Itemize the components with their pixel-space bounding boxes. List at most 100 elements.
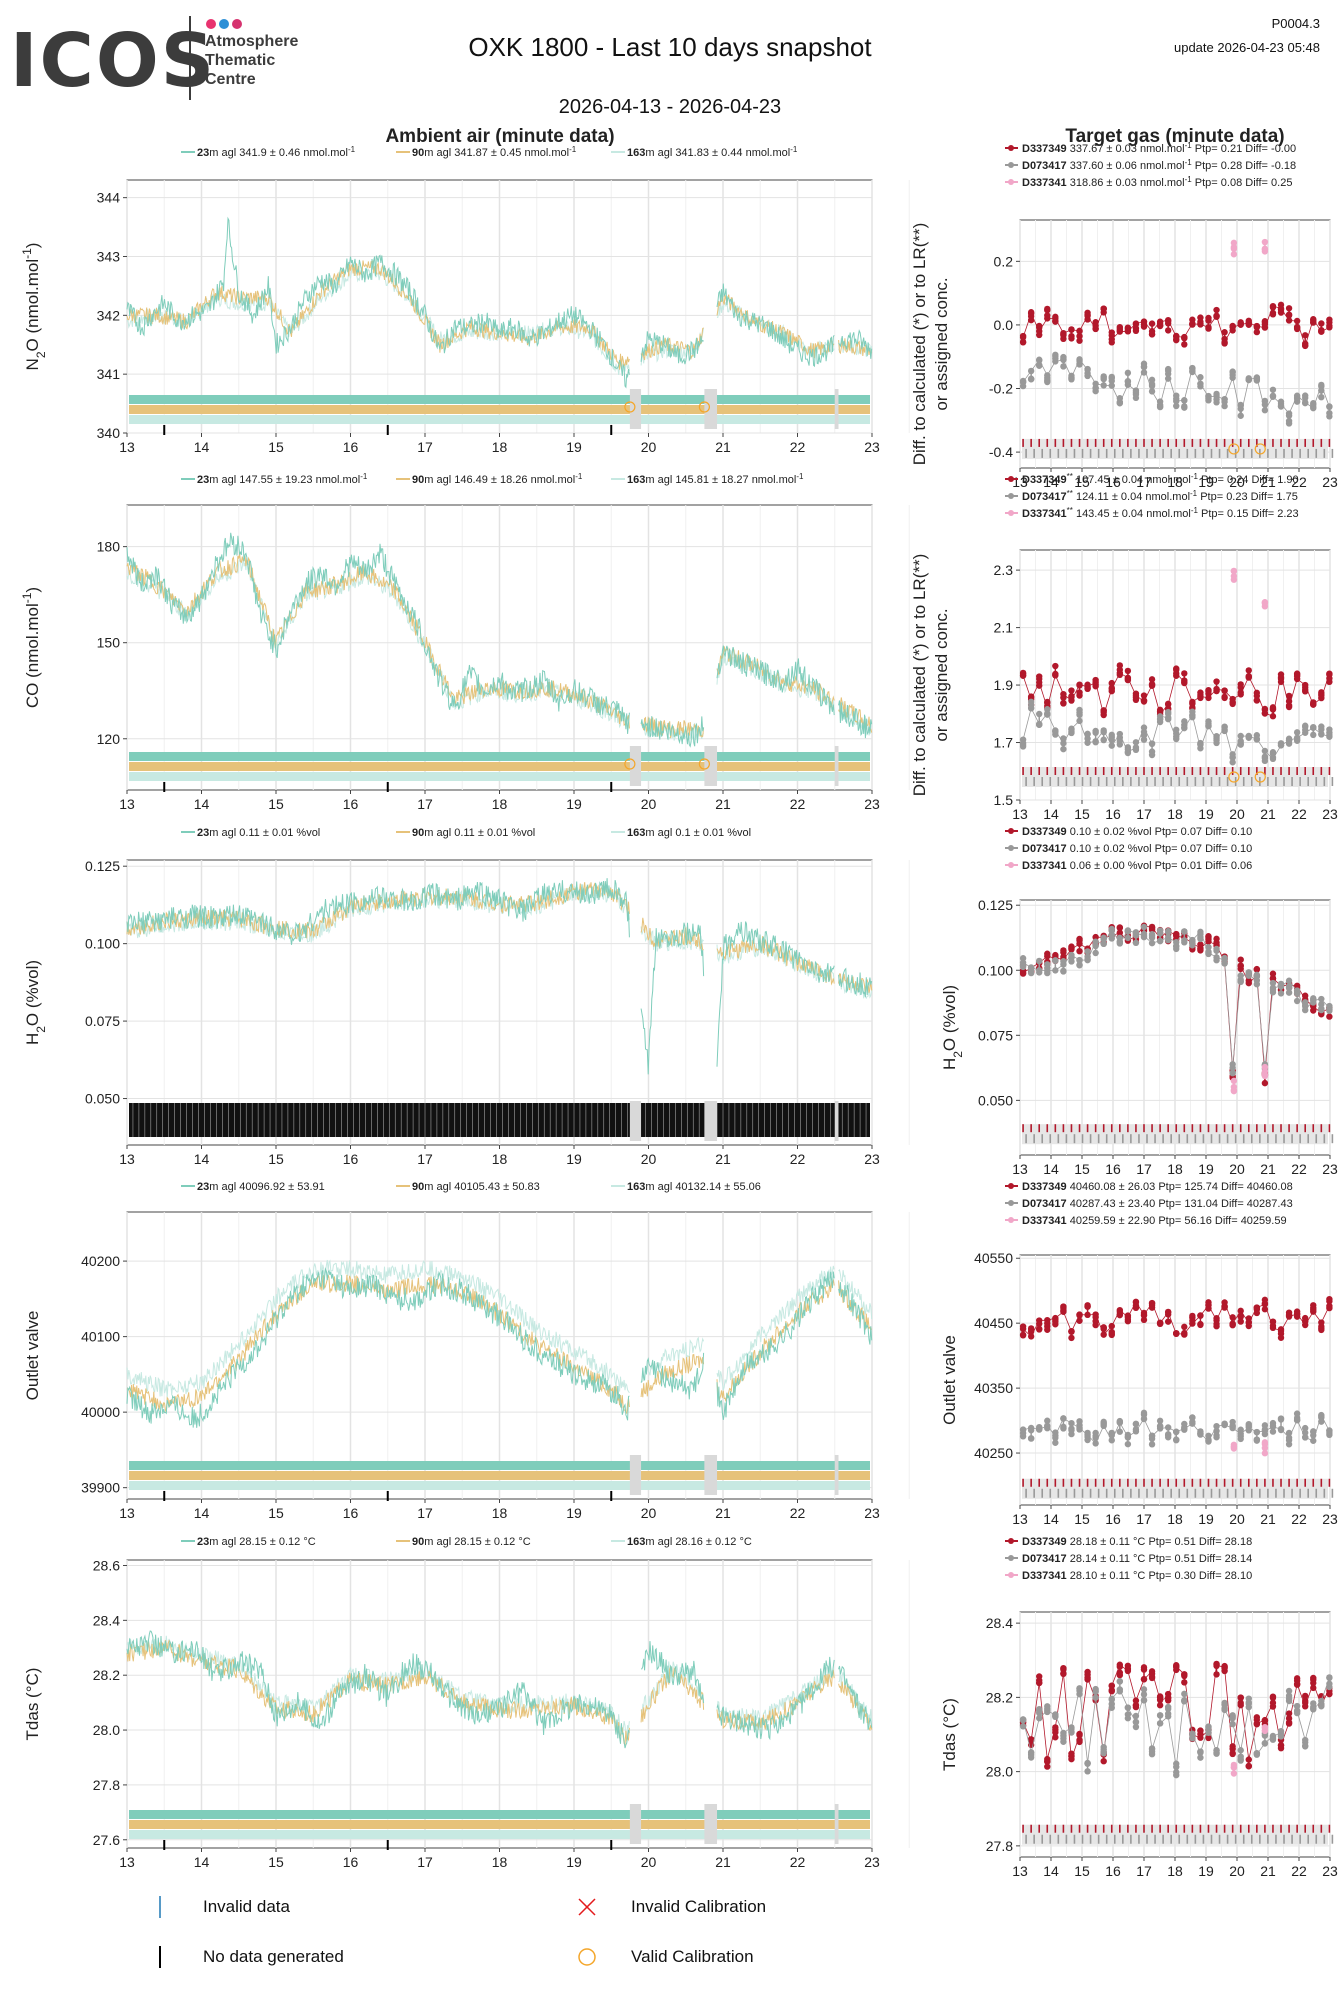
- y-tick-label: 28.6: [93, 1557, 120, 1573]
- x-tick-label: 15: [1074, 1863, 1090, 1879]
- target-connector: [1280, 308, 1290, 321]
- target-point-D337349: [1132, 1703, 1140, 1711]
- legend-dot: [1008, 1200, 1014, 1206]
- legend-stat: m agl 40096.92 ± 53.91: [209, 1181, 325, 1193]
- target-connector: [1160, 1697, 1169, 1701]
- target-connector: [1119, 672, 1129, 679]
- valid-calibration-marker: [624, 758, 636, 770]
- target-connector: [1071, 1422, 1080, 1429]
- target-point-D337349: [1221, 329, 1228, 336]
- target-connector: [1304, 402, 1314, 409]
- target-connector: [1320, 1414, 1330, 1432]
- target-connector: [1312, 318, 1322, 332]
- y-axis-label: Tdas (°C): [23, 1668, 42, 1741]
- target-point-D337349: [1076, 337, 1083, 344]
- x-tick-label: 16: [1105, 1511, 1121, 1527]
- target-point-D337349: [1326, 316, 1333, 323]
- y-tick-label: 2.3: [994, 562, 1014, 578]
- x-tick-label: 21: [715, 1505, 731, 1521]
- target-connector: [1248, 1707, 1258, 1755]
- target-connector: [1304, 1709, 1314, 1741]
- target-connector: [1296, 732, 1306, 739]
- x-tick-label: 19: [566, 796, 582, 812]
- target-connector: [1039, 1425, 1048, 1430]
- target-connector: [1055, 1311, 1064, 1319]
- target-connector: [1200, 1305, 1209, 1316]
- target-connector: [1280, 1698, 1290, 1734]
- legend-stat: 107.45 ± 0.04 nmol.mol: [1073, 474, 1191, 486]
- target-connector: [1296, 1419, 1306, 1438]
- target-connector: [1296, 678, 1306, 686]
- target-connector: [1175, 1666, 1185, 1675]
- target-connector: [1240, 1427, 1250, 1435]
- target-connector: [1063, 954, 1072, 965]
- target-connector: [1151, 940, 1161, 944]
- target-point-D073417: [1156, 1417, 1164, 1425]
- legend-entry: 90m agl 0.11 ± 0.01 %vol: [412, 827, 535, 839]
- logo-subtitle-line: Centre: [205, 71, 256, 88]
- target-connector: [1248, 1307, 1258, 1323]
- y-axis-label-part: Tdas (°C): [23, 1668, 42, 1741]
- target-connector: [1248, 676, 1258, 694]
- target-point-D073417: [1027, 1435, 1035, 1442]
- target-connector: [1240, 676, 1250, 695]
- target-connector: [1038, 318, 1048, 332]
- valid-calibration-marker: [1228, 771, 1240, 783]
- legend-height: 23: [197, 1181, 209, 1193]
- legend-name: D073417: [1022, 1553, 1067, 1565]
- x-tick-label: 23: [864, 1505, 880, 1521]
- target-connector: [1063, 1673, 1072, 1760]
- target-connector: [1071, 359, 1080, 378]
- target-connector: [1071, 943, 1080, 950]
- target-point-D337349: [1076, 1317, 1083, 1324]
- legend-stat: 0.10 ± 0.02 %vol: [1067, 843, 1152, 855]
- target-connector: [1047, 1317, 1056, 1321]
- target-connector: [1071, 720, 1080, 730]
- target-connector: [1143, 1418, 1153, 1437]
- valid-calibration-marker: [698, 758, 710, 770]
- target-point-D337349: [1036, 673, 1043, 680]
- legend-dot: [1008, 476, 1014, 482]
- target-point-D073417: [1318, 1005, 1325, 1012]
- target-point-D337349: [1140, 323, 1148, 330]
- target-connector: [1288, 1419, 1298, 1438]
- x-tick-label: 15: [268, 1151, 284, 1167]
- legend-stat: m agl 28.16 ± 0.12 °C: [645, 1536, 751, 1548]
- target-connector: [1167, 937, 1177, 943]
- legend-dot: [1008, 510, 1014, 516]
- legend-entry: D073417** 124.11 ± 0.04 nmol.mol-1 Ptp= …: [1022, 489, 1298, 504]
- target-point-D337349: [1229, 1743, 1236, 1750]
- y-tick-label: 0.100: [978, 962, 1013, 978]
- target-point-D337349: [1253, 965, 1261, 973]
- target-point-D073417: [1310, 1437, 1317, 1444]
- target-point-D337349: [1237, 956, 1244, 963]
- target-point-D337349: [1076, 947, 1083, 955]
- x-tick-label: 18: [492, 439, 508, 455]
- legend-height: 163: [627, 1536, 645, 1548]
- x-tick-label: 21: [1260, 1161, 1276, 1177]
- target-connector: [1216, 1302, 1225, 1321]
- legend-height: 23: [197, 827, 209, 839]
- target-point-D073417: [1189, 1414, 1196, 1421]
- legend-tail: Ptp= 0.51 Diff= 28.18: [1145, 1536, 1252, 1548]
- legend-entry: D337349 0.10 ± 0.02 %vol Ptp= 0.07 Diff=…: [1022, 826, 1252, 838]
- target-connector: [1256, 738, 1266, 752]
- legend-tail: Ptp= 0.23 Diff= 1.75: [1197, 491, 1298, 503]
- target-connector: [1248, 1723, 1258, 1760]
- target-point-D073417: [1318, 393, 1325, 401]
- target-connector: [1296, 320, 1306, 347]
- x-tick-label: 14: [194, 1854, 210, 1870]
- target-connector: [1111, 733, 1121, 746]
- legend-sup: -1: [1191, 472, 1199, 481]
- x-tick-label: 21: [1260, 1511, 1276, 1527]
- y-tick-label: 0.050: [85, 1091, 120, 1107]
- target-connector: [1272, 674, 1282, 717]
- target-point-D073417: [1310, 731, 1317, 739]
- target-point-D073417: [1052, 1439, 1059, 1446]
- legend-height: 23: [197, 147, 209, 159]
- target-point-D337349: [1116, 924, 1124, 931]
- target-connector: [1296, 990, 1306, 1011]
- valid-calibration-marker: [1254, 771, 1266, 783]
- target-point-D073417: [1036, 957, 1043, 965]
- target-connector: [1135, 1301, 1145, 1316]
